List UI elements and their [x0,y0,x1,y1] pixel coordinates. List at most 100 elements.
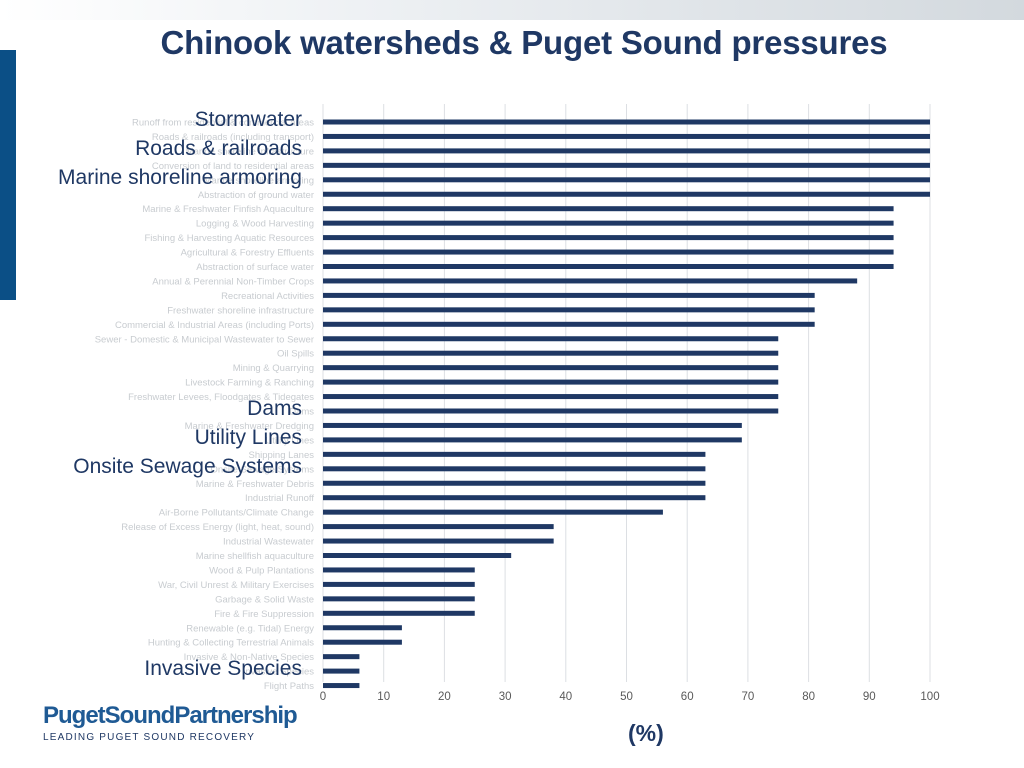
bar [323,350,779,356]
category-label: Abstraction of ground water [198,190,314,201]
x-tick-label: 70 [742,691,755,703]
bar [323,336,779,342]
x-tick-label: 60 [681,691,694,703]
category-label: War, Civil Unrest & Military Exercises [158,580,314,591]
bar [323,480,706,486]
category-label: Recreational Activities [221,291,314,302]
category-label: Runoff from residential & commercial are… [132,118,314,129]
bar [323,162,930,168]
category-label: Dams [289,407,314,418]
bar [323,625,402,631]
bar [323,321,815,327]
callout-label: Onsite Sewage Systems [73,454,302,478]
callout-label: Marine shoreline armoring [58,165,302,189]
category-label: Flight Paths [264,681,314,692]
category-label: Invasive Species [243,667,315,678]
category-label: Marine shellfish aquaculture [196,551,314,562]
bar [323,639,402,645]
bar [323,495,706,501]
category-label: Commercial & Industrial Areas (including… [115,320,314,331]
x-tick-label: 30 [499,691,512,703]
category-label: Freshwater shoreline infrastructure [167,305,314,316]
bar [323,379,779,385]
category-label: Garbage & Solid Waste [215,594,314,605]
bar [323,422,742,428]
category-label: Livestock Farming & Ranching [185,378,314,389]
category-label: Marine shoreline infrastructure [186,146,314,157]
bar [323,133,930,139]
category-label: Fishing & Harvesting Aquatic Resources [145,233,315,244]
bar [323,177,930,183]
bar [323,581,475,587]
bar [323,249,894,255]
top-band [0,0,1024,20]
bar [323,437,742,443]
x-tick-label: 40 [559,691,572,703]
bar [323,567,475,573]
category-label: Agricultural & Forestry Effluents [181,248,315,259]
x-tick-label: 90 [863,691,876,703]
bar [323,307,815,313]
category-label: Freshwater Levees, Floodgates & Tidegate… [128,392,314,403]
callout-label: Utility Lines [194,425,302,449]
category-label: Abstraction of surface water [196,262,314,273]
bar [323,509,663,515]
category-label: Air-Borne Pollutants/Climate Change [159,508,314,519]
category-label: Marine & Freshwater Debris [196,479,315,490]
bar [323,524,554,530]
bar [323,596,475,602]
category-label: Industrial Wastewater [223,537,314,548]
bar [323,206,894,212]
category-label: Fire & Fire Suppression [214,609,314,620]
bar [323,278,858,284]
category-label: Onsite Sewage Systems [211,464,315,475]
bar [323,553,512,558]
bar [323,683,360,689]
bar [323,451,706,457]
category-label: Annual & Perennial Non-Timber Crops [152,276,314,287]
category-label: Renewable (e.g. Tidal) Energy [186,623,314,634]
bar [323,191,930,197]
x-tick-label: 20 [438,691,451,703]
callout-label: Stormwater [194,108,302,131]
left-accent-bar [0,50,16,300]
bar [323,148,930,154]
bar [323,466,706,472]
category-label: Marine & Freshwater Finfish Aquaculture [142,204,314,215]
category-label: Shipping Lanes [249,450,315,461]
bar [323,408,779,414]
bar [323,394,779,400]
category-label: Marine shoreline armoring [204,175,314,186]
callout-label: Roads & railroads [135,136,302,160]
bar [323,292,815,298]
category-label: Oil Spills [277,349,314,360]
bar [323,119,930,125]
x-axis-unit-label: (%) [628,720,664,746]
puget-sound-partnership-logo: PugetSoundPartnership [43,702,298,729]
category-label: Conversion of land to residential areas [152,161,314,172]
x-tick-label: 0 [320,691,326,703]
category-label: Hunting & Collecting Terrestrial Animals [148,638,314,649]
x-tick-label: 10 [377,691,390,703]
bar [323,235,894,241]
bar [323,365,779,371]
logo-tagline: LEADING PUGET SOUND RECOVERY [43,732,256,743]
category-label: Mining & Quarrying [233,363,314,374]
category-label: Wood & Pulp Plantations [209,565,314,576]
category-label: Roads & railroads (including transport) [152,132,314,143]
category-label: Invasive & Non-Native Species [184,652,315,663]
slide-title: Chinook watersheds & Puget Sound pressur… [160,24,888,61]
category-label: Sewer - Domestic & Municipal Wastewater … [95,334,314,345]
callout-label: Invasive Species [144,657,302,681]
category-label: Logging & Wood Harvesting [196,219,314,230]
bar [323,538,554,544]
category-label: Industrial Runoff [245,493,314,504]
category-label: Release of Excess Energy (light, heat, s… [121,522,314,533]
bar [323,668,360,674]
bar [323,610,475,616]
category-label: Utility Lines [265,435,314,446]
x-tick-label: 50 [620,691,633,703]
bar [323,654,360,660]
callout-label: Dams [247,397,302,420]
